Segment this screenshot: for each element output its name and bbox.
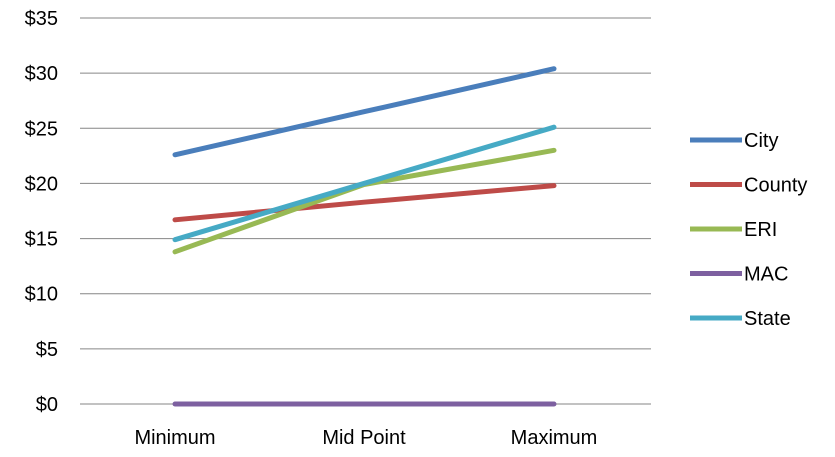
x-axis-tick-labels: Minimum Mid Point Maximum bbox=[134, 427, 597, 449]
series-line-state bbox=[172, 124, 557, 243]
legend-label: MAC bbox=[744, 264, 788, 286]
legend: City County ERI MAC State bbox=[690, 130, 807, 330]
y-tick-label: $5 bbox=[36, 339, 58, 361]
legend-item-county: County bbox=[690, 175, 807, 197]
y-axis-tick-labels: $0 $5 $10 $15 $20 $25 $30 $35 bbox=[25, 8, 58, 416]
x-tick-label: Mid Point bbox=[322, 427, 406, 449]
y-tick-label: $0 bbox=[36, 394, 58, 416]
legend-label: ERI bbox=[744, 219, 777, 241]
legend-item-state: State bbox=[690, 308, 791, 330]
y-tick-label: $15 bbox=[25, 229, 58, 251]
legend-label: State bbox=[744, 308, 791, 330]
series-lines bbox=[172, 66, 557, 407]
y-tick-label: $30 bbox=[25, 63, 58, 85]
legend-item-mac: MAC bbox=[690, 264, 788, 286]
y-tick-label: $20 bbox=[25, 173, 58, 195]
x-tick-label: Maximum bbox=[511, 427, 598, 449]
y-tick-label: $25 bbox=[25, 118, 58, 140]
y-tick-label: $35 bbox=[25, 8, 58, 30]
series-line-county bbox=[172, 183, 557, 223]
x-tick-label: Minimum bbox=[134, 427, 215, 449]
y-tick-label: $10 bbox=[25, 284, 58, 306]
legend-label: City bbox=[744, 130, 778, 152]
legend-label: County bbox=[744, 175, 807, 197]
grid-layer bbox=[80, 17, 651, 405]
series-line-city bbox=[172, 66, 557, 158]
legend-item-eri: ERI bbox=[690, 219, 777, 241]
legend-item-city: City bbox=[690, 130, 778, 152]
